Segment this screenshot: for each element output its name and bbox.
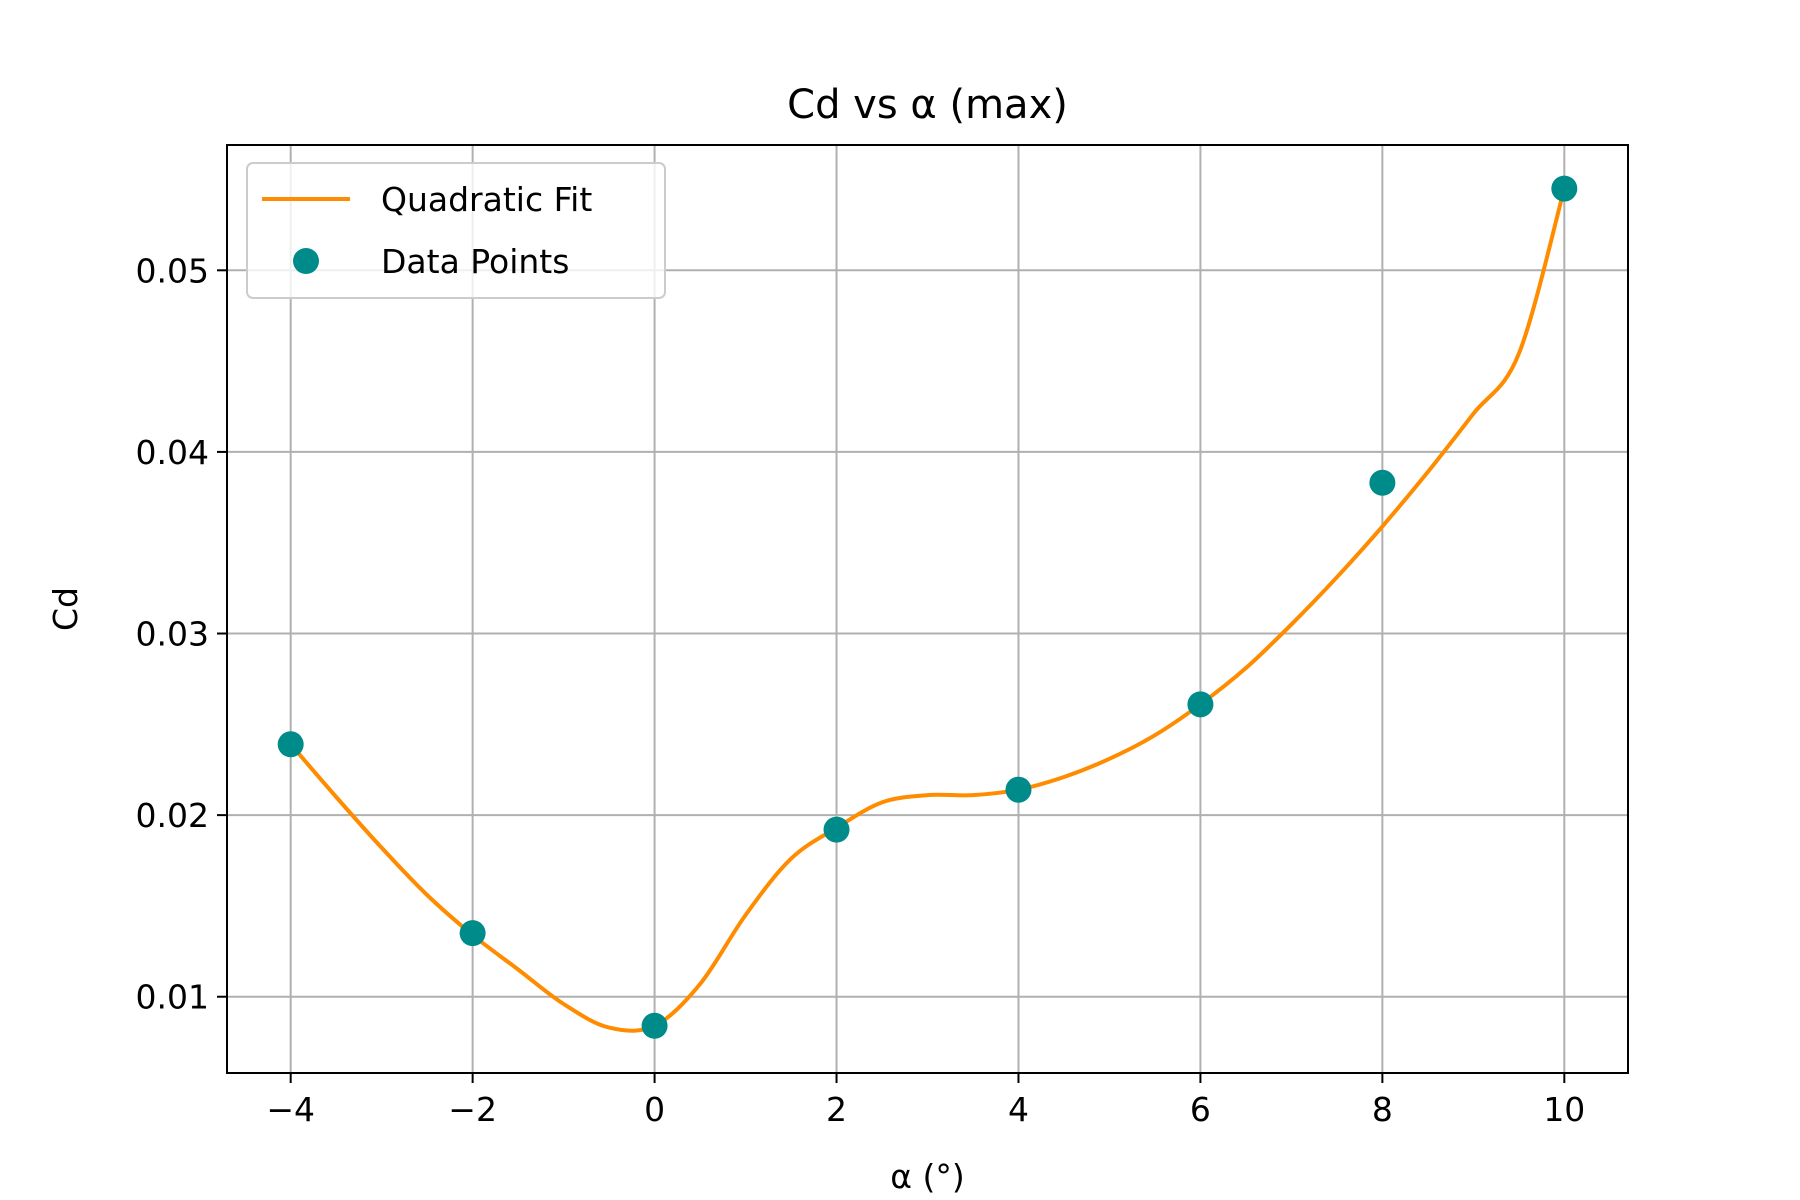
x-tick-label: −2 — [448, 1090, 497, 1129]
data-point — [1369, 469, 1396, 496]
legend-label-fit: Quadratic Fit — [381, 180, 592, 219]
plot-area — [277, 175, 1578, 1039]
chart-title: Cd vs α (max) — [787, 82, 1068, 128]
x-tick-label: 4 — [1008, 1090, 1029, 1129]
data-point — [459, 920, 486, 947]
y-tick-label: 0.03 — [136, 615, 209, 654]
y-axis-label: Cd — [46, 587, 85, 631]
data-point — [1187, 691, 1214, 718]
x-tick-label: −4 — [266, 1090, 315, 1129]
legend-marker-sample — [293, 248, 319, 274]
y-tick-label: 0.02 — [136, 796, 209, 835]
data-point — [1005, 776, 1032, 803]
x-tick-label: 8 — [1372, 1090, 1393, 1129]
axis-ticks: −4 −2 0 2 4 6 8 10 0.01 0.02 0.03 0.04 0.05 — [136, 251, 1586, 1129]
data-point — [1551, 175, 1578, 202]
series-line-quadratic-fit — [288, 186, 1567, 1033]
y-tick-label: 0.01 — [136, 978, 209, 1017]
legend-box — [246, 162, 666, 299]
grid — [227, 145, 1628, 1073]
x-axis-label: α (°) — [890, 1157, 965, 1196]
x-tick-label: 2 — [826, 1090, 847, 1129]
y-tick-label: 0.05 — [136, 251, 209, 290]
legend: Quadratic Fit Data Points — [246, 162, 666, 299]
data-point — [641, 1012, 668, 1039]
legend-label-points: Data Points — [381, 242, 569, 281]
axes-frame — [226, 144, 1629, 1074]
x-tick-label: 6 — [1190, 1090, 1211, 1129]
data-point — [823, 816, 850, 843]
x-tick-label: 0 — [644, 1090, 665, 1129]
data-point — [277, 731, 304, 758]
x-tick-label: 10 — [1543, 1090, 1585, 1129]
y-tick-label: 0.04 — [136, 433, 209, 472]
